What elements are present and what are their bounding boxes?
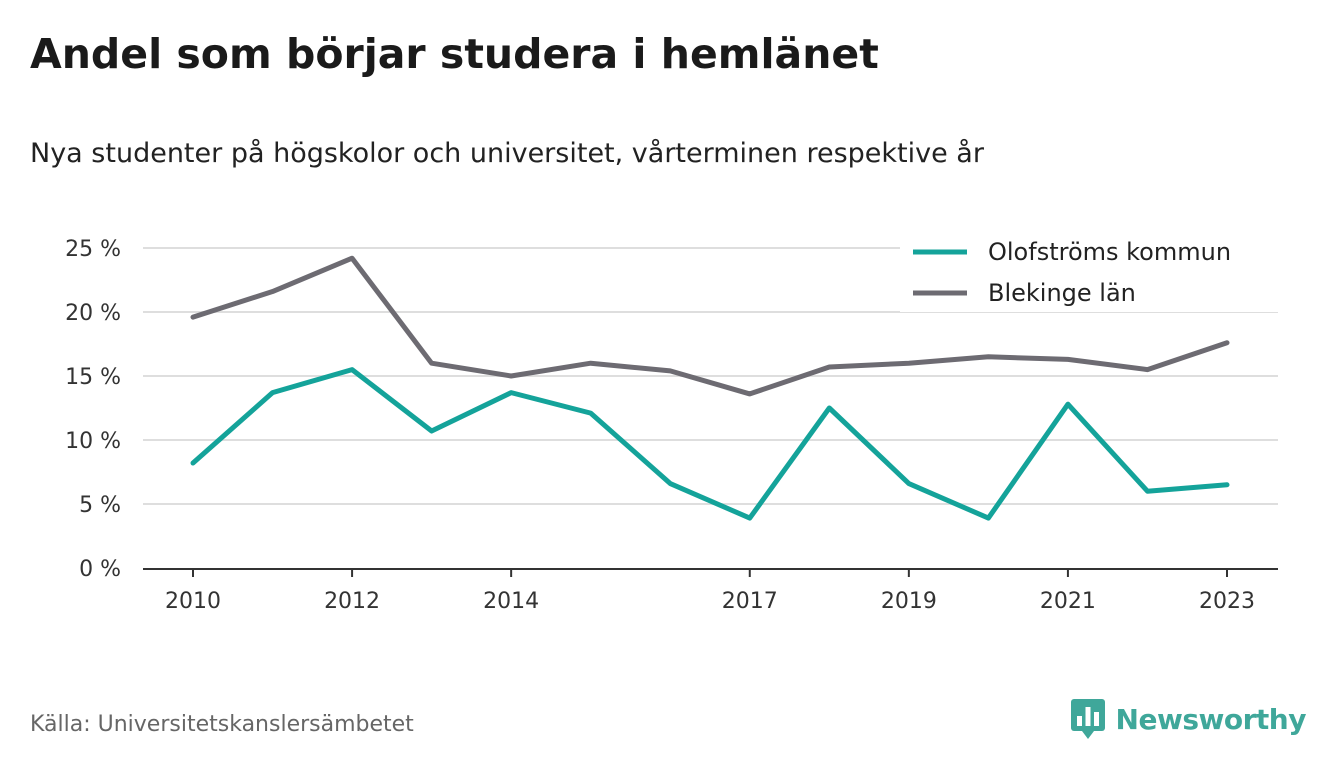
source-note: Källa: Universitetskanslersämbetet (30, 712, 414, 737)
x-axis: 2010 2012 2014 2017 2019 2021 2023 (143, 568, 1278, 614)
y-axis-tick-labels: 0 % 5 % 10 % 15 % 20 % 25 % (65, 237, 121, 582)
x-tick-label: 2021 (1040, 589, 1096, 614)
chart-subtitle: Nya studenter på högskolor och universit… (30, 138, 984, 169)
series-lines (190, 255, 1230, 521)
x-tick-label: 2014 (483, 589, 539, 614)
y-tick-label: 5 % (79, 493, 121, 518)
brand-logo: Newsworthy (1070, 698, 1307, 740)
legend-background (900, 228, 1278, 312)
series-line (190, 367, 1230, 521)
y-tick-label: 25 % (65, 237, 121, 262)
x-tick-label: 2023 (1199, 589, 1255, 614)
legend-label: Blekinge län (988, 279, 1136, 307)
y-tick-label: 20 % (65, 301, 121, 326)
series-line (190, 255, 1230, 397)
legend: Olofströms kommun Blekinge län (900, 228, 1278, 312)
newsworthy-logo-icon (1070, 699, 1105, 739)
y-tick-label: 0 % (79, 557, 121, 582)
x-tick-label: 2019 (881, 589, 937, 614)
x-tick-label: 2012 (324, 589, 380, 614)
chart-title: Andel som börjar studera i hemlänet (30, 30, 879, 78)
x-tick-label: 2017 (722, 589, 778, 614)
brand-name: Newsworthy (1115, 702, 1307, 736)
y-tick-label: 10 % (65, 429, 121, 454)
legend-label: Olofströms kommun (988, 238, 1231, 266)
y-tick-label: 15 % (65, 365, 121, 390)
x-tick-label: 2010 (165, 589, 221, 614)
line-chart: 0 %5 %10 %15 %20 %25 % 2010 2012 2014 2017 2… (65, 228, 1278, 614)
